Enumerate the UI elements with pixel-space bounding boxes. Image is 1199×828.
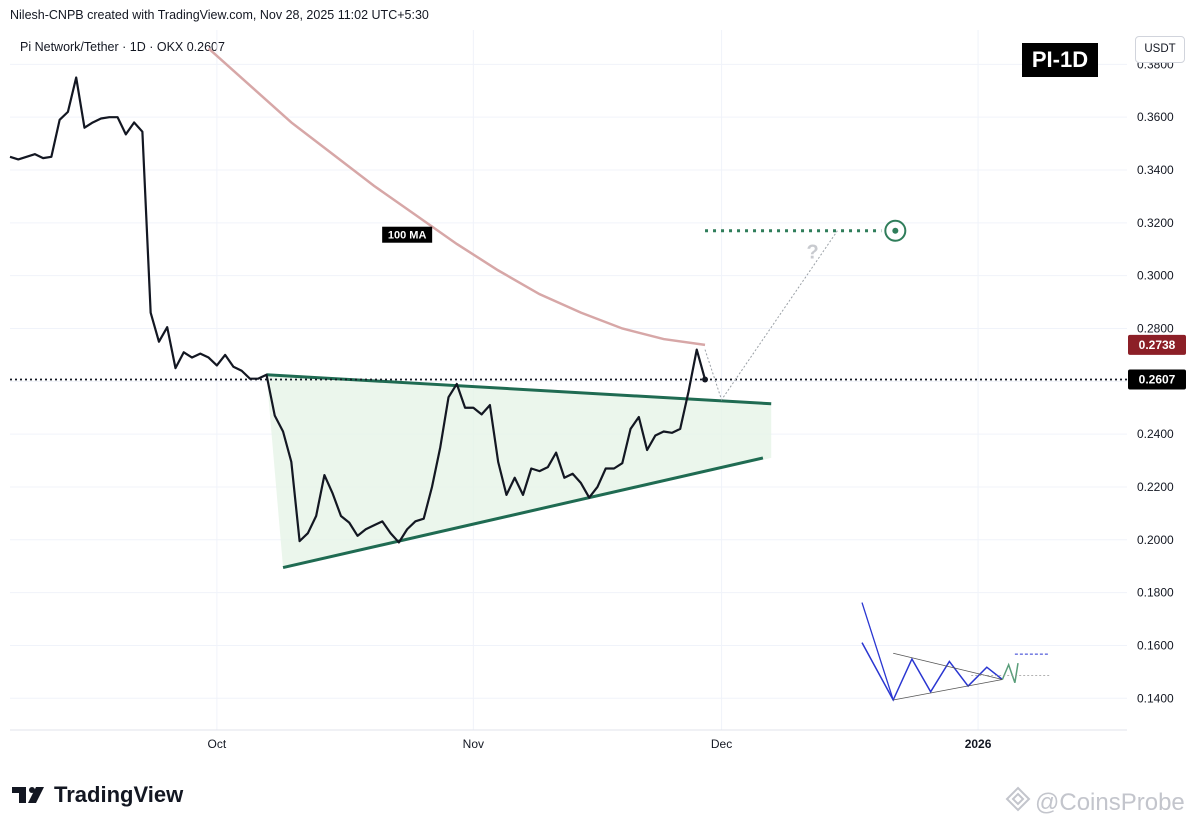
time-axis: Oct Nov Dec 2026 [208, 737, 992, 751]
price-tick-label: 0.3200 [1137, 216, 1174, 230]
inset-blue-path [861, 642, 1003, 702]
inset-drop-line [861, 602, 894, 701]
currency-button[interactable]: USDT [1135, 36, 1185, 63]
grid [10, 30, 1127, 731]
inset-sketch [861, 602, 1050, 702]
price-tick-label: 0.1600 [1137, 638, 1174, 652]
price-tick-label: 0.1800 [1137, 586, 1174, 600]
time-tick-label: Oct [208, 737, 227, 751]
time-tick-label: 2026 [965, 737, 992, 751]
inset-upper-line [893, 652, 1003, 680]
ma-price-label: 0.2738 [1139, 338, 1176, 352]
time-tick-label: Dec [711, 737, 732, 751]
price-tick-label: 0.1400 [1137, 691, 1174, 705]
tradingview-logo-text: TradingView [54, 782, 184, 807]
price-line [9, 76, 707, 544]
price-tick-label: 0.3600 [1137, 110, 1174, 124]
price-tick-label: 0.2000 [1137, 533, 1174, 547]
projection-group: ? [704, 219, 907, 401]
question-mark: ? [806, 241, 818, 263]
price-tick-label: 0.2400 [1137, 427, 1174, 441]
last-price-label: 0.2607 [1139, 372, 1176, 386]
ma-100-line [207, 47, 706, 347]
ma-price-label-box [1128, 334, 1186, 355]
last-price-label-box [1128, 369, 1186, 390]
support-line [282, 456, 764, 570]
inset-green-path [1001, 662, 1019, 684]
price-tick-label: 0.2800 [1137, 321, 1174, 335]
target-dot [892, 227, 899, 234]
coinsprobe-watermark: @CoinsProbe [1005, 786, 1185, 819]
pattern-fill [266, 374, 772, 568]
tradingview-logo[interactable]: TradingView [12, 782, 183, 808]
inset-lower-line [893, 679, 1003, 701]
price-line-group [9, 76, 1127, 544]
ma-label: 100 MA [388, 230, 427, 242]
tradingview-logo-icon [12, 785, 48, 805]
projection-path [704, 230, 838, 401]
price-tick-label: 0.2200 [1137, 480, 1174, 494]
ma-label-box [382, 226, 433, 243]
price-tick-label: 0.3400 [1137, 163, 1174, 177]
timeframe-badge: PI-1D [1022, 43, 1098, 77]
time-tick-label: Nov [463, 737, 484, 751]
price-labels: 0.2738 0.2607 [1128, 334, 1186, 390]
symbol-info[interactable]: Pi Network/Tether · 1D · OKX 0.2607 [20, 40, 225, 54]
watermark-text: @CoinsProbe [1035, 788, 1185, 816]
price-axis: 0.38000.36000.34000.32000.30000.28000.26… [1137, 57, 1174, 705]
chart-creator-line: Nilesh-CNPB created with TradingView.com… [10, 8, 429, 22]
price-tick-label: 0.3000 [1137, 269, 1174, 283]
triangle-pattern [266, 373, 772, 570]
ma-line-group: 100 MA [207, 47, 706, 347]
watermark-diamond-icon [1005, 786, 1031, 819]
target-circle-icon [884, 219, 907, 242]
